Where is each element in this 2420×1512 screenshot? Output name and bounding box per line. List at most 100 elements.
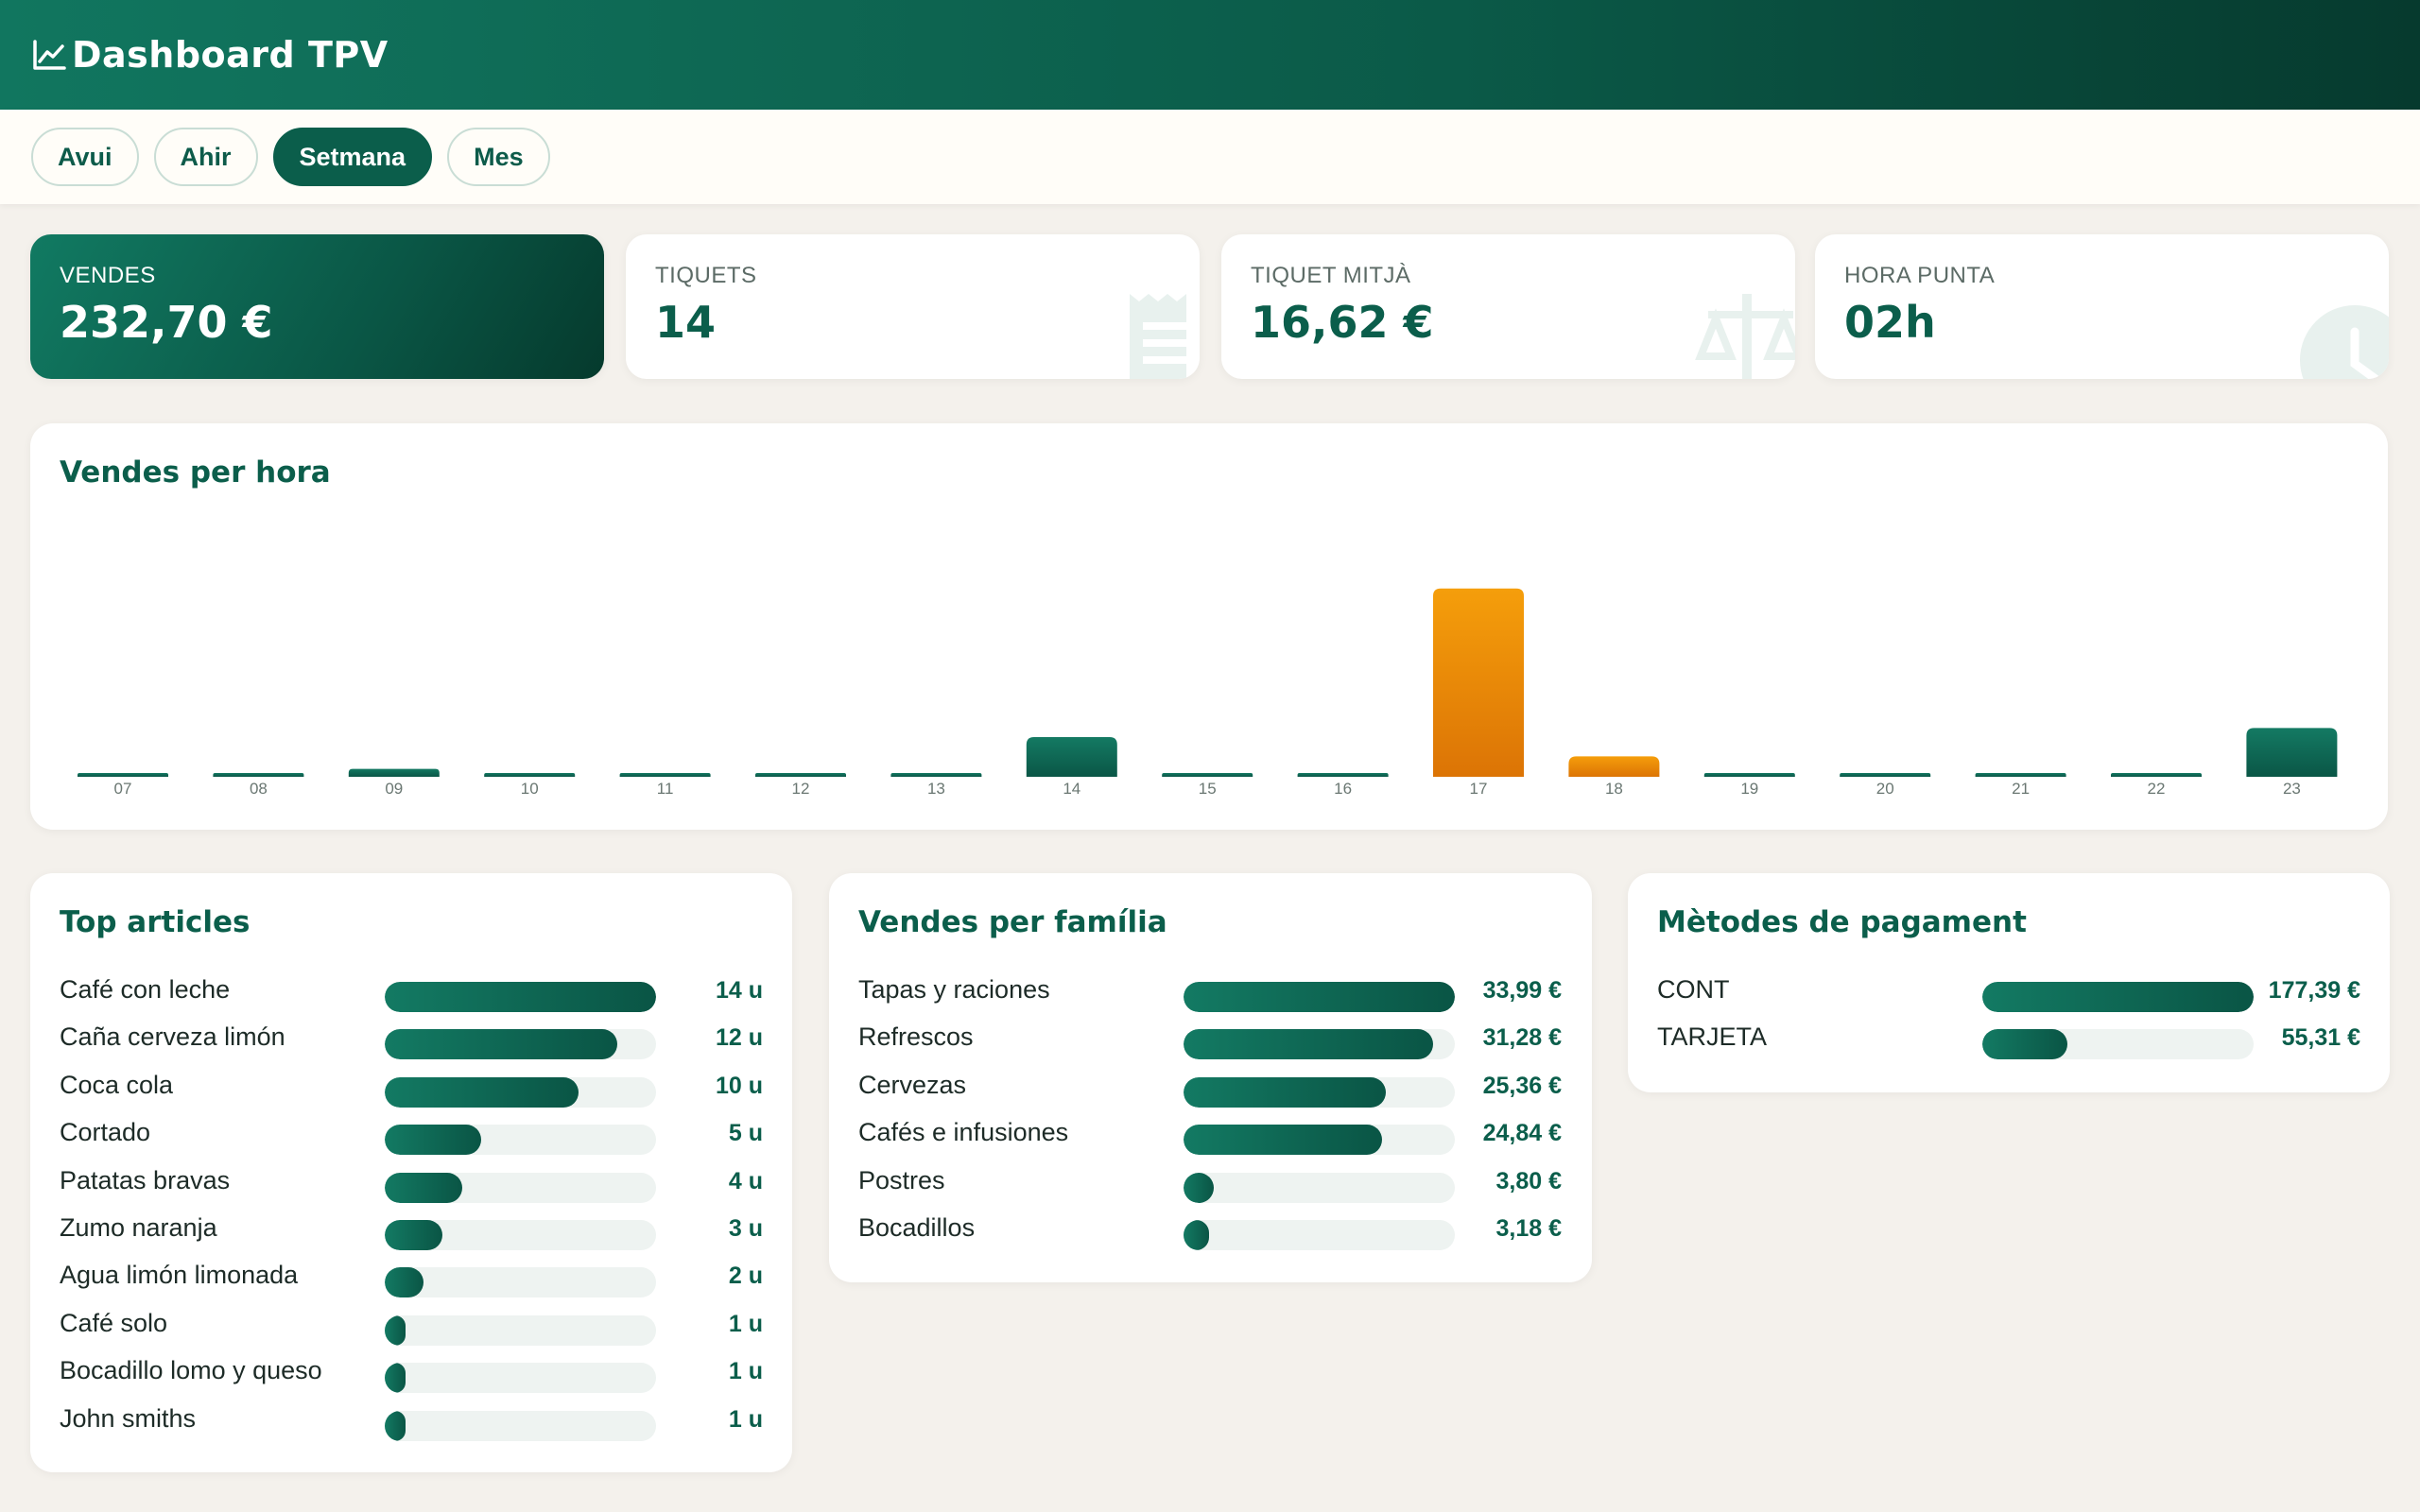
payment-bar-track: [1982, 982, 2254, 1012]
article-name: Café con leche: [60, 975, 231, 1004]
hourly-sales-card: Vendes per hora 07 08 09 10 11 12 13 14 15 16 17 18…: [30, 423, 2388, 830]
payments-title: Mètodes de pagament: [1657, 905, 2027, 939]
scale-icon: [1695, 294, 1795, 379]
hour-tick-label: 15: [1199, 780, 1217, 798]
article-name: Café solo: [60, 1308, 168, 1337]
hour-tick-label: 07: [114, 780, 132, 798]
period-filter-bar: Avui Ahir Setmana Mes: [0, 110, 2420, 204]
hour-bar-12[interactable]: [755, 773, 846, 777]
filter-setmana-button[interactable]: Setmana: [272, 128, 433, 186]
article-bar-track: [385, 1314, 656, 1346]
kpi-tiquets-value: 14: [655, 297, 717, 348]
article-bar-fill: [385, 1172, 462, 1203]
kpi-hora-punta-label: HORA PUNTA: [1844, 263, 1996, 288]
article-bar-fill: [385, 1029, 617, 1060]
hour-bar-08[interactable]: [213, 773, 304, 777]
article-bar-fill: [385, 1314, 406, 1346]
kpi-vendes-card: VENDES 232,70 €: [30, 234, 604, 379]
hour-bar-18[interactable]: [1568, 756, 1660, 777]
hour-tick-label: 22: [2148, 780, 2166, 798]
article-bar-fill: [385, 982, 656, 1012]
hour-bar-15[interactable]: [1162, 773, 1253, 777]
kpi-hora-punta-value: 02h: [1844, 297, 1936, 348]
filter-avui-button[interactable]: Avui: [31, 128, 139, 186]
article-row: John smiths 1 u: [60, 1397, 763, 1444]
hour-bar-21[interactable]: [1975, 773, 2066, 777]
hour-tick-label: 18: [1605, 780, 1623, 798]
hour-tick-label: 14: [1063, 780, 1080, 798]
filter-mes-button[interactable]: Mes: [447, 128, 550, 186]
family-name: Bocadillos: [858, 1213, 976, 1242]
article-value: 2 u: [728, 1263, 763, 1290]
payment-name: CONT: [1657, 975, 1730, 1004]
article-value: 5 u: [728, 1120, 763, 1147]
article-bar-fill: [385, 1220, 442, 1250]
article-bar-track: [385, 1410, 656, 1441]
family-bar-fill: [1184, 1172, 1214, 1203]
hour-tick-label: 12: [792, 780, 810, 798]
article-bar-fill: [385, 1125, 481, 1156]
hour-bar-17[interactable]: [1433, 588, 1524, 777]
hour-bar-11[interactable]: [619, 773, 711, 777]
family-bar-track: [1184, 1076, 1455, 1108]
top-articles-card: Top articles Café con leche 14 u Caña cerv…: [30, 873, 792, 1472]
family-bar-track: [1184, 982, 1455, 1012]
hour-bar-10[interactable]: [484, 773, 576, 777]
top-articles-title: Top articles: [60, 905, 251, 939]
article-value: 1 u: [728, 1405, 763, 1433]
filter-ahir-button[interactable]: Ahir: [153, 128, 258, 186]
family-row: Refrescos 31,28 €: [858, 1015, 1562, 1062]
hour-tick-label: 17: [1470, 780, 1488, 798]
hour-bar-13[interactable]: [890, 773, 982, 777]
hour-tick-label: 20: [1876, 780, 1894, 798]
hourly-sales-title: Vendes per hora: [60, 455, 331, 490]
family-row: Bocadillos 3,18 €: [858, 1206, 1562, 1253]
hour-tick-label: 19: [1740, 780, 1758, 798]
hour-bar-20[interactable]: [1840, 773, 1931, 777]
family-bar-track: [1184, 1029, 1455, 1060]
family-value: 31,28 €: [1482, 1024, 1562, 1052]
article-value: 4 u: [728, 1167, 763, 1194]
article-bar-track: [385, 982, 656, 1012]
article-name: Bocadillo lomo y queso: [60, 1356, 322, 1385]
family-name: Postres: [858, 1165, 945, 1194]
article-row: Bocadillo lomo y queso 1 u: [60, 1349, 763, 1396]
kpi-vendes-label: VENDES: [60, 263, 156, 288]
family-bar-fill: [1184, 982, 1455, 1012]
kpi-tiquet-mitja-label: TIQUET MITJÀ: [1251, 263, 1411, 288]
article-value: 10 u: [715, 1072, 763, 1099]
payment-row: TARJETA 55,31 €: [1657, 1015, 2360, 1062]
payment-bar-fill: [1982, 1029, 2067, 1060]
family-row: Cervezas 25,36 €: [858, 1063, 1562, 1110]
article-name: Cortado: [60, 1118, 151, 1147]
article-bar-fill: [385, 1267, 424, 1298]
article-bar-track: [385, 1076, 656, 1108]
article-bar-track: [385, 1267, 656, 1298]
article-value: 1 u: [728, 1310, 763, 1337]
article-name: Agua limón limonada: [60, 1261, 299, 1290]
hourly-sales-chart: 07 08 09 10 11 12 13 14 15 16 17 18 19 20 21 22 23: [78, 588, 2338, 798]
families-card: Vendes per família Tapas y raciones 33,99…: [829, 873, 1592, 1282]
hour-bar-07[interactable]: [78, 773, 168, 777]
hour-bar-09[interactable]: [348, 768, 440, 777]
payment-value: 55,31 €: [2281, 1024, 2360, 1052]
family-bar-fill: [1184, 1029, 1433, 1060]
article-name: Coca cola: [60, 1070, 174, 1099]
hour-bar-22[interactable]: [2111, 773, 2202, 777]
family-row: Postres 3,80 €: [858, 1159, 1562, 1206]
kpi-tiquets-card: TIQUETS 14: [626, 234, 1200, 379]
kpi-tiquet-mitja-value: 16,62 €: [1251, 297, 1434, 348]
article-name: Caña cerveza limón: [60, 1022, 285, 1052]
payment-bar-fill: [1982, 982, 2254, 1012]
article-bar-track: [385, 1363, 656, 1394]
article-name: Zumo naranja: [60, 1213, 217, 1242]
hour-bar-14[interactable]: [1026, 737, 1117, 777]
hour-bar-16[interactable]: [1297, 773, 1389, 777]
hour-bar-23[interactable]: [2246, 728, 2338, 777]
hour-bar-19[interactable]: [1703, 773, 1795, 777]
kpi-tiquet-mitja-card: TIQUET MITJÀ 16,62 €: [1221, 234, 1795, 379]
article-value: 12 u: [715, 1024, 763, 1052]
family-value: 24,84 €: [1482, 1120, 1562, 1147]
article-bar-fill: [385, 1363, 406, 1394]
payments-card: Mètodes de pagament CONT 177,39 € TARJETA 5…: [1628, 873, 2390, 1092]
